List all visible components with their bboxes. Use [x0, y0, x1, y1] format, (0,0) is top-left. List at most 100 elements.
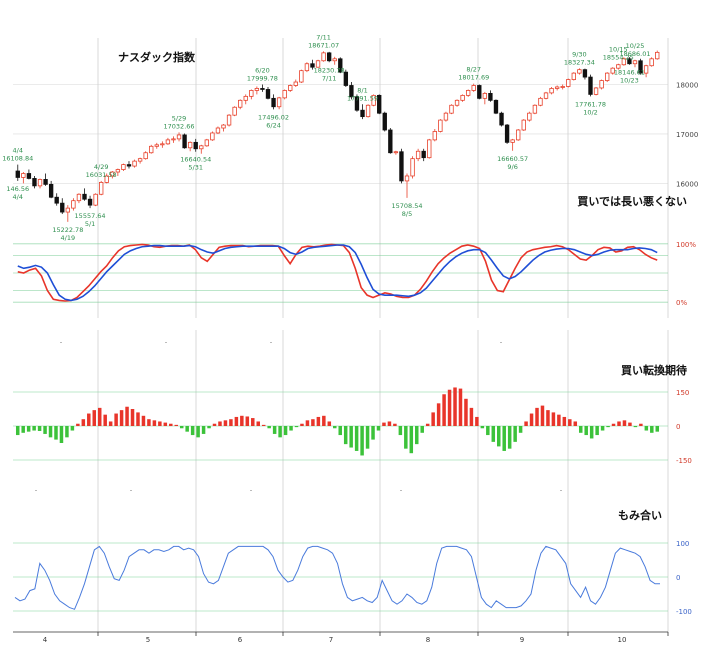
annotation-date: 7/11 [316, 33, 331, 41]
annotation-value: 18671.07 [308, 41, 339, 49]
candle-body [154, 144, 159, 147]
histogram-title: 買い転換期待 [621, 363, 687, 377]
candle-body [32, 178, 37, 187]
oscillator-grid: 100% 0% [13, 241, 696, 307]
annotation-date: 9/6 [507, 163, 517, 171]
candle-body [304, 63, 310, 72]
candle-body [87, 198, 93, 206]
candle-body [126, 164, 132, 167]
annotation-value: 15222.78 [52, 226, 83, 234]
annotation-value: 15557.64 [75, 212, 106, 220]
histogram-bar [475, 416, 479, 426]
histogram-bar [147, 419, 151, 426]
histogram-bar [529, 413, 534, 426]
histogram-bar [578, 426, 583, 433]
candle-body [627, 58, 632, 65]
candle-body [571, 72, 576, 80]
histogram-bar [48, 426, 53, 438]
candle-body [349, 85, 354, 98]
candle-body [482, 93, 488, 99]
candle-body [415, 150, 421, 160]
annotation-date: 10/25 [626, 42, 645, 50]
candle-body [604, 72, 610, 81]
gap-mark [500, 342, 502, 343]
histogram-tick-label: -150 [676, 457, 692, 465]
histogram-bar [376, 426, 381, 431]
histogram-bar [125, 406, 129, 426]
histogram-bar [600, 426, 605, 431]
histogram-bar [633, 426, 638, 428]
annotation-date: 5/31 [188, 164, 203, 172]
annotation-date: 5/1 [85, 220, 95, 228]
candle-body [293, 81, 298, 86]
x-axis: 4 5 6 7 8 9 10 [13, 631, 669, 644]
histogram-bar [32, 426, 36, 431]
candle-body [193, 141, 198, 150]
histogram-bar [628, 422, 632, 426]
candle-annotations: 4/416108.84146.564/415222.784/194/291603… [2, 33, 650, 242]
annotation-date: 4/19 [61, 234, 76, 242]
candle-body [343, 71, 349, 86]
candle-body [432, 131, 437, 141]
histogram-bar [218, 421, 222, 426]
oscillator-tick-label: 0% [676, 299, 687, 307]
histogram-bar [382, 422, 386, 426]
histogram-bar [393, 423, 397, 426]
momi-grid: 100 0 -100 [13, 540, 692, 616]
histogram-bar [518, 426, 523, 433]
x-tick-label: 4 [43, 636, 48, 644]
histogram-bar [557, 414, 561, 426]
candle-body [566, 79, 571, 87]
panel-oscillator: 100% 0% 買いでは長い悪くない [13, 195, 696, 307]
histogram-bar [365, 426, 370, 449]
momi-tick-label: 0 [676, 574, 680, 582]
annotation-value: 18327.34 [564, 58, 595, 66]
candle-body [99, 181, 104, 195]
candle-body [427, 139, 432, 159]
histogram-bar [371, 426, 375, 440]
x-tick-label: 6 [238, 636, 243, 644]
histogram-bar [169, 423, 173, 426]
histogram-bar [507, 426, 512, 449]
histogram-bar [540, 405, 545, 426]
histogram-bar [278, 426, 282, 438]
histogram-bar [469, 407, 474, 426]
histogram-bar [354, 426, 359, 451]
candle-body [104, 175, 109, 183]
histogram-bar [54, 426, 58, 440]
candle-body [76, 193, 82, 202]
candle-title: ナスダック指数 [118, 50, 196, 64]
histogram-bar [650, 426, 654, 433]
histogram-bar [245, 416, 250, 426]
annotation-value: 16640.54 [180, 156, 211, 164]
oscillator-lines [17, 243, 658, 302]
annotation-date: 8/1 [357, 86, 367, 94]
histogram-bar [447, 389, 452, 426]
histogram-bar [562, 416, 567, 426]
candle-tick-label: 17000 [676, 131, 698, 139]
candle-body [477, 85, 482, 99]
annotation-value: 18017.69 [458, 74, 489, 82]
histogram-bar [119, 410, 124, 426]
candle-body [616, 64, 621, 69]
histogram-bar [283, 426, 288, 436]
candle-body [655, 51, 660, 60]
month-gridlines [35, 38, 669, 632]
candle-body [438, 119, 443, 132]
candle-body [182, 134, 187, 149]
annotation-value: 17791.59 [347, 94, 378, 102]
histogram-bar [261, 424, 266, 426]
gap-mark [560, 490, 562, 491]
candle-body [326, 52, 332, 62]
candle-body [65, 207, 71, 213]
annotation-value: 17761.78 [575, 100, 606, 108]
candle-body [621, 58, 627, 66]
histogram-bar [404, 426, 408, 449]
candle-body [377, 94, 382, 114]
histogram-bar [59, 426, 64, 443]
histogram-bar [130, 409, 135, 426]
candle-body [315, 60, 321, 68]
annotation-value: 17496.02 [258, 113, 289, 121]
candle-body [43, 179, 48, 185]
